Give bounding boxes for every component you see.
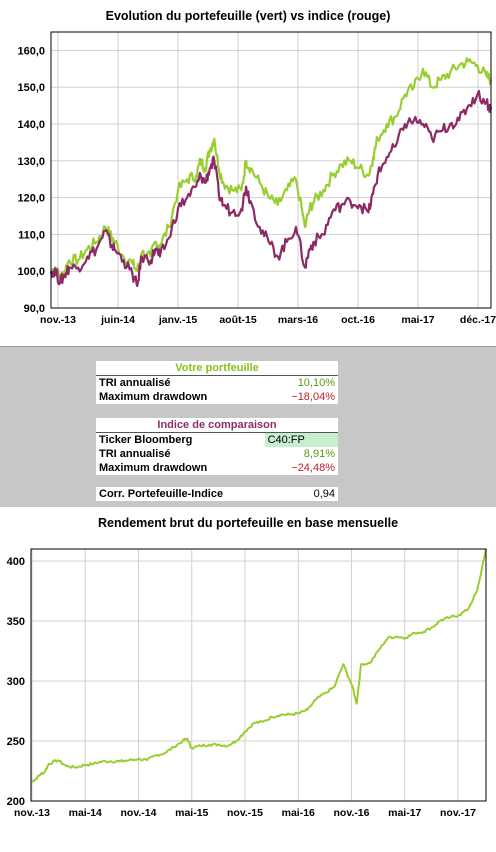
portfolio-tri-value: 10,10%: [297, 377, 335, 389]
index-drawdown-label: Maximum drawdown: [99, 462, 208, 474]
x-tick-label: nov.-14: [121, 807, 157, 819]
series-line-1: [50, 57, 493, 281]
x-tick-label: oct.-16: [341, 314, 375, 326]
x-tick-label: mai-15: [175, 807, 208, 819]
y-tick-label: 120,0: [17, 193, 45, 205]
x-tick-label: mai-14: [69, 807, 102, 819]
x-tick-label: nov.-16: [334, 807, 370, 819]
portfolio-stats-header: Votre portfeuille: [96, 361, 338, 376]
index-drawdown-value: −24,48%: [291, 462, 335, 474]
x-tick-label: déc.-17: [460, 314, 496, 326]
y-tick-label: 130,0: [17, 156, 45, 168]
index-stats-header: Indice de comparaison: [96, 418, 338, 433]
stats-panel: Votre portfeuille TRI annualisé 10,10% M…: [0, 346, 496, 508]
y-tick-label: 400: [7, 556, 25, 568]
x-tick-label: août-15: [219, 314, 257, 326]
series-line-2: [49, 89, 493, 287]
series-line-1: [30, 548, 487, 783]
monthly-return-chart-panel: Rendement brut du portefeuille en base m…: [0, 507, 496, 847]
portfolio-vs-index-chart: Evolution du portefeuille (vert) vs indi…: [17, 9, 496, 326]
x-tick-label: nov.-13: [14, 807, 50, 819]
correlation-label: Corr. Portefeuille-Indice: [99, 488, 224, 500]
x-tick-label: mai-16: [282, 807, 315, 819]
portfolio-stats-table: Votre portfeuille TRI annualisé 10,10% M…: [96, 361, 338, 404]
y-tick-label: 350: [7, 616, 25, 628]
x-tick-label: nov.-17: [440, 807, 476, 819]
tri-label: TRI annualisé: [99, 377, 171, 389]
y-tick-label: 90,0: [24, 303, 45, 315]
y-tick-label: 100,0: [17, 266, 45, 278]
plot-frame: [50, 31, 492, 309]
y-tick-label: 250: [7, 736, 25, 748]
ticker-label: Ticker Bloomberg: [99, 434, 193, 446]
index-stats-table: Indice de comparaison Ticker Bloomberg C…: [96, 418, 338, 475]
correlation-table: Corr. Portefeuille-Indice 0,94: [96, 487, 338, 501]
index-tri-value: 8,91%: [303, 448, 335, 460]
x-tick-label: janv.-15: [158, 314, 197, 326]
x-tick-label: juin-14: [100, 314, 135, 326]
x-tick-label: mai-17: [388, 807, 421, 819]
y-tick-label: 200: [7, 796, 25, 808]
chart-title: Evolution du portefeuille (vert) vs indi…: [106, 9, 391, 23]
chart-title: Rendement brut du portefeuille en base m…: [98, 516, 398, 530]
ticker-input[interactable]: C40:FP: [264, 432, 338, 447]
y-tick-label: 160,0: [17, 45, 45, 57]
monthly-return-chart: Rendement brut du portefeuille en base m…: [7, 516, 487, 819]
index-tri-label: TRI annualisé: [99, 448, 171, 460]
portfolio-drawdown-value: −18,04%: [291, 391, 335, 403]
y-tick-label: 110,0: [18, 229, 45, 241]
x-tick-label: nov.-15: [227, 807, 263, 819]
plot-frame: [30, 548, 487, 802]
y-tick-label: 140,0: [17, 119, 45, 131]
x-tick-label: mars-16: [278, 314, 318, 326]
y-tick-label: 300: [7, 676, 25, 688]
portfolio-vs-index-chart-panel: Evolution du portefeuille (vert) vs indi…: [0, 0, 496, 346]
x-tick-label: nov.-13: [40, 314, 76, 326]
x-tick-label: mai-17: [401, 314, 434, 326]
y-tick-label: 150,0: [17, 82, 45, 94]
drawdown-label: Maximum drawdown: [99, 391, 208, 403]
correlation-value: 0,94: [313, 488, 335, 500]
